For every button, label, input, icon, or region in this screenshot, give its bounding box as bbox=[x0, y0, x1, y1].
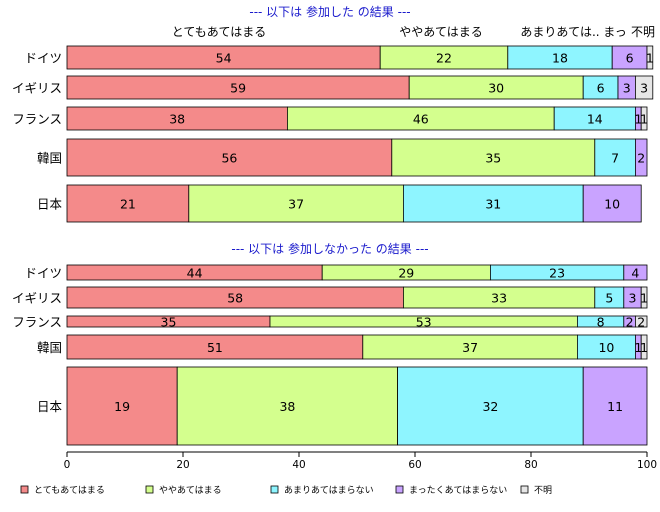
bar-segment bbox=[646, 45, 654, 70]
data-label: 59 bbox=[230, 81, 246, 96]
bar-segment bbox=[640, 334, 648, 360]
bar-segment bbox=[640, 286, 648, 309]
x-tick-label: 20 bbox=[176, 459, 189, 471]
bar-segment bbox=[594, 138, 636, 177]
data-label: 10 bbox=[604, 197, 620, 212]
data-label: 35 bbox=[485, 151, 501, 166]
data-label: 29 bbox=[398, 266, 414, 281]
legend-label: あまりあてはまらない bbox=[284, 485, 374, 496]
legend-label: まったくあてはまらない bbox=[409, 485, 507, 496]
data-label: 44 bbox=[187, 266, 203, 281]
panel-title: --- 以下は 参加した の結果 --- bbox=[249, 4, 410, 19]
legend-swatch bbox=[520, 485, 529, 494]
x-tick-label: 100 bbox=[637, 459, 657, 471]
data-label: 3 bbox=[623, 81, 631, 96]
data-label: 38 bbox=[169, 112, 185, 127]
data-label: 6 bbox=[597, 81, 605, 96]
category-label: 韓国 bbox=[37, 340, 62, 355]
category-label: イギリス bbox=[12, 81, 62, 96]
category-label: ドイツ bbox=[24, 51, 62, 66]
data-label: 5 bbox=[605, 291, 613, 306]
x-tick-label: 80 bbox=[524, 459, 537, 471]
data-label: 35 bbox=[161, 315, 177, 330]
data-label: 2 bbox=[626, 315, 634, 330]
legend-label: ややあてはまる bbox=[159, 485, 222, 496]
bar-segment bbox=[188, 184, 404, 223]
data-label: 11 bbox=[607, 399, 623, 414]
data-label: 1 bbox=[640, 291, 648, 306]
bar-segment bbox=[635, 315, 648, 328]
bar-segment bbox=[362, 334, 578, 360]
category-label: 日本 bbox=[37, 197, 63, 212]
data-label: 14 bbox=[587, 112, 603, 127]
data-label: 37 bbox=[462, 340, 478, 355]
data-label: 51 bbox=[207, 340, 223, 355]
legend-label: 不明 bbox=[534, 485, 552, 496]
column-header: ややあてはまる bbox=[399, 25, 483, 39]
data-label: 58 bbox=[227, 291, 243, 306]
legend-swatch bbox=[395, 485, 404, 494]
data-label: 33 bbox=[491, 291, 507, 306]
data-label: 18 bbox=[552, 51, 568, 66]
data-label: 3 bbox=[629, 291, 637, 306]
data-label: 4 bbox=[631, 266, 639, 281]
bar-segment bbox=[582, 184, 642, 223]
category-label: フランス bbox=[12, 315, 62, 330]
bar-segment bbox=[176, 366, 398, 446]
data-label: 1 bbox=[646, 51, 654, 66]
legend-swatch bbox=[20, 485, 29, 494]
data-label: 2 bbox=[637, 315, 645, 330]
bar-segment bbox=[391, 138, 596, 177]
data-label: 23 bbox=[549, 266, 565, 281]
bar-segment bbox=[582, 366, 648, 446]
data-label: 21 bbox=[120, 197, 136, 212]
bar-segment bbox=[397, 366, 584, 446]
legend-label: とてもあてはまる bbox=[34, 485, 105, 496]
bar-segment bbox=[640, 106, 648, 131]
bar-segment bbox=[623, 264, 648, 281]
data-label: 22 bbox=[436, 51, 452, 66]
bar-segment bbox=[66, 366, 178, 446]
panel-title: --- 以下は 参加しなかった の結果 --- bbox=[231, 241, 428, 256]
data-label: 3 bbox=[640, 81, 648, 96]
column-header: まっ bbox=[603, 25, 627, 39]
data-label: 56 bbox=[221, 151, 237, 166]
data-label: 1 bbox=[640, 112, 648, 127]
data-label: 1 bbox=[634, 340, 642, 355]
legend-swatch bbox=[145, 485, 154, 494]
data-label: 8 bbox=[597, 315, 605, 330]
data-label: 46 bbox=[413, 112, 429, 127]
data-label: 38 bbox=[279, 399, 295, 414]
category-label: ドイツ bbox=[24, 266, 62, 281]
data-label: 54 bbox=[216, 51, 232, 66]
column-header: 不明 bbox=[631, 25, 655, 39]
bar-segment bbox=[635, 75, 654, 100]
data-label: 6 bbox=[626, 51, 634, 66]
data-label: 31 bbox=[485, 197, 501, 212]
category-label: イギリス bbox=[12, 291, 62, 306]
data-label: 30 bbox=[488, 81, 504, 96]
column-header: とてもあてはまる bbox=[172, 25, 267, 39]
data-label: 32 bbox=[482, 399, 498, 414]
data-label: 10 bbox=[598, 340, 614, 355]
x-tick-label: 60 bbox=[408, 459, 421, 471]
legend-swatch bbox=[270, 485, 279, 494]
data-label: 1 bbox=[634, 112, 642, 127]
column-header: あまりあては.. bbox=[520, 25, 599, 39]
category-label: 日本 bbox=[37, 399, 63, 414]
data-label: 19 bbox=[114, 399, 130, 414]
category-label: フランス bbox=[12, 112, 62, 127]
bar-segment bbox=[635, 138, 648, 177]
category-label: 韓国 bbox=[37, 151, 62, 166]
x-tick-label: 0 bbox=[64, 459, 71, 471]
data-label: 2 bbox=[637, 151, 645, 166]
bar-segment bbox=[66, 184, 190, 223]
data-label: 7 bbox=[611, 151, 619, 166]
data-label: 37 bbox=[288, 197, 304, 212]
data-label: 53 bbox=[416, 315, 432, 330]
data-label: 1 bbox=[640, 340, 648, 355]
x-tick-label: 40 bbox=[292, 459, 305, 471]
